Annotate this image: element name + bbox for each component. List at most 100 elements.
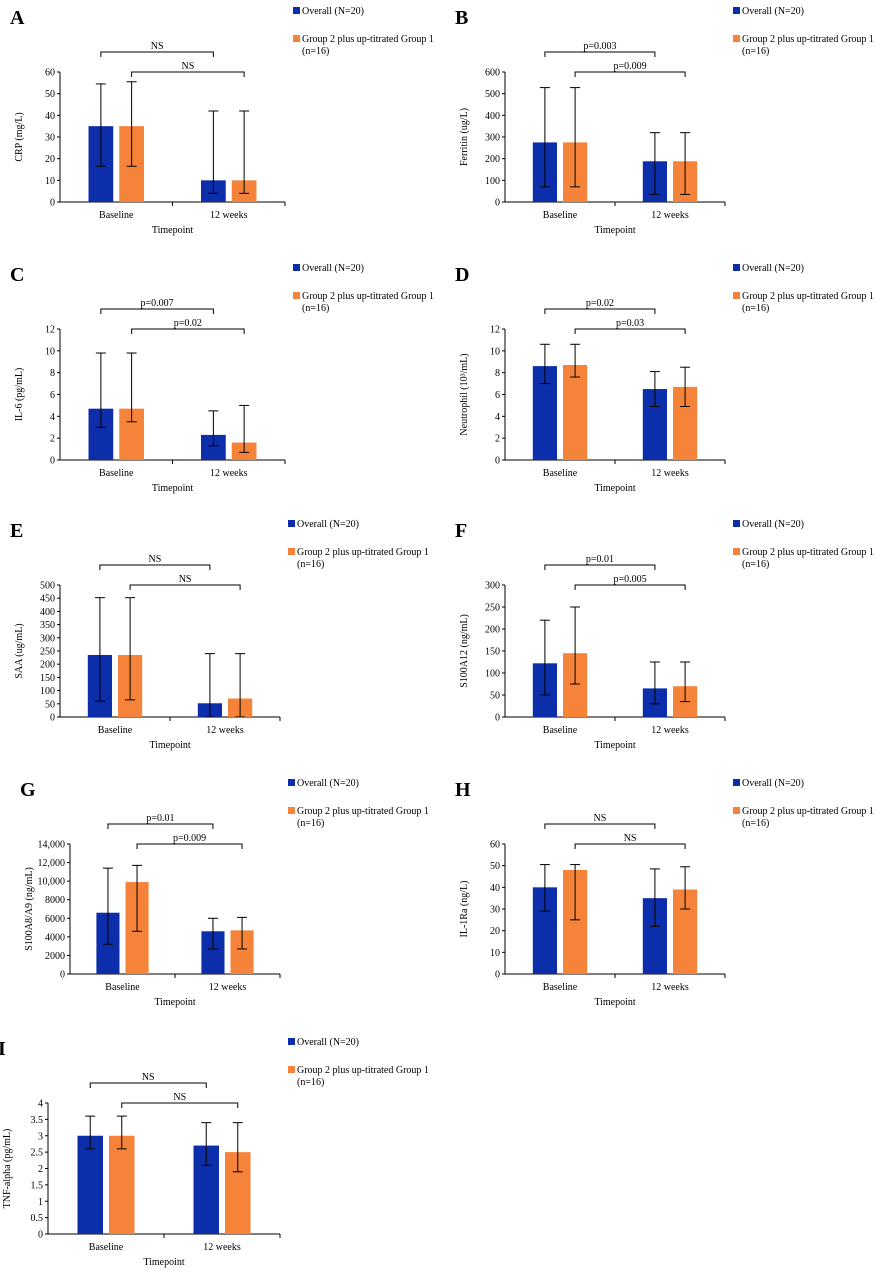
- y-axis-title: IL-1Ra (ng/L): [459, 881, 470, 938]
- legend-swatch-group2: [288, 807, 295, 814]
- legend-label-group2: Group 2 plus up-titrated Group 1 (n=16): [742, 806, 874, 829]
- x-axis-title: Timepoint: [594, 997, 636, 1008]
- y-axis-title: SAA (ug/mL): [14, 623, 25, 678]
- x-tick-label: 12 weeks: [206, 725, 244, 736]
- legend-label-overall: Overall (N=20): [302, 6, 364, 17]
- y-tick-label: 100: [40, 686, 55, 697]
- legend-swatch-group2: [733, 35, 740, 42]
- significance-bracket: [574, 328, 686, 334]
- x-tick-label: 12 weeks: [203, 1242, 241, 1253]
- legend-label-group2: Group 2 plus up-titrated Group 1 (n=16): [302, 291, 434, 314]
- significance-bracket: [107, 823, 214, 829]
- y-tick-label: 10: [45, 176, 55, 187]
- panel-letter: D: [455, 264, 469, 286]
- y-tick-label: 12: [45, 325, 55, 336]
- y-tick-label: 30: [45, 133, 55, 144]
- y-tick-label: 8000: [45, 895, 65, 906]
- y-tick-label: 20: [45, 154, 55, 165]
- y-tick-label: 60: [490, 840, 500, 851]
- legend-label-overall: Overall (N=20): [297, 778, 359, 789]
- significance-bracket: [574, 71, 686, 77]
- y-tick-label: 300: [485, 581, 500, 592]
- y-tick-label: 300: [485, 133, 500, 144]
- y-tick-label: 0: [495, 198, 500, 209]
- y-tick-label: 200: [485, 625, 500, 636]
- y-tick-label: 2: [495, 434, 500, 445]
- significance-label: p=0.01: [586, 554, 614, 565]
- panel-letter: A: [10, 7, 25, 29]
- panel-letter: G: [20, 779, 36, 801]
- significance-label: p=0.03: [616, 318, 644, 329]
- significance-bracket: [544, 564, 656, 570]
- significance-label: p=0.003: [583, 41, 616, 52]
- y-tick-label: 4: [495, 412, 500, 423]
- significance-bracket: [574, 843, 686, 849]
- y-tick-label: 4000: [45, 932, 65, 943]
- y-tick-label: 60: [45, 68, 55, 79]
- significance-bracket: [100, 308, 214, 314]
- significance-bracket: [136, 843, 243, 849]
- chart-panel-f: F 0 50 100 150 200 250 300 Baseline 12 weeks Timep…: [455, 519, 874, 751]
- legend-label-group2: Group 2 plus up-titrated Group 1 (n=16): [742, 34, 874, 57]
- y-tick-label: 10,000: [38, 877, 66, 888]
- significance-label: p=0.02: [586, 298, 614, 309]
- y-tick-label: 0.5: [31, 1213, 44, 1224]
- significance-bracket: [121, 1102, 239, 1108]
- x-tick-label: Baseline: [89, 1242, 124, 1253]
- y-tick-label: 0: [495, 970, 500, 981]
- x-tick-label: 12 weeks: [651, 210, 689, 221]
- legend-label-overall: Overall (N=20): [742, 6, 804, 17]
- x-tick-label: 12 weeks: [651, 982, 689, 993]
- legend-swatch-overall: [288, 779, 295, 786]
- y-tick-label: 150: [40, 673, 55, 684]
- panel-letter: C: [10, 264, 24, 286]
- chart-panel-h: H 0 10 20 30 40 50 60 Baseline 12 weeks Timepoint I…: [455, 778, 874, 1008]
- significance-bracket: [544, 51, 656, 57]
- y-tick-label: 50: [45, 699, 55, 710]
- panel-letter: F: [455, 520, 467, 542]
- x-tick-label: 12 weeks: [651, 725, 689, 736]
- x-axis-title: Timepoint: [594, 740, 636, 751]
- legend-label-overall: Overall (N=20): [302, 263, 364, 274]
- significance-label: p=0.009: [173, 833, 206, 844]
- x-tick-label: 12 weeks: [210, 468, 248, 479]
- legend-swatch-group2: [293, 35, 300, 42]
- chart-panel-a: A 0 10 20 30 40 50 60 Baseline 12 weeks Timepoint C…: [10, 6, 434, 236]
- x-axis-title: Timepoint: [152, 225, 194, 236]
- y-axis-title: IL-6 (pg/mL): [14, 368, 25, 422]
- y-tick-label: 0: [50, 456, 55, 467]
- y-tick-label: 30: [490, 905, 500, 916]
- y-axis-title: CRP (mg/L): [14, 112, 25, 161]
- y-tick-label: 6: [50, 390, 55, 401]
- y-tick-label: 3: [38, 1131, 43, 1142]
- significance-bracket: [544, 823, 656, 829]
- y-tick-label: 6: [495, 390, 500, 401]
- legend-label-group2: Group 2 plus up-titrated Group 1 (n=16): [297, 547, 429, 570]
- y-tick-label: 40: [490, 883, 500, 894]
- y-tick-label: 0: [495, 713, 500, 724]
- significance-label: NS: [173, 1092, 186, 1103]
- legend-swatch-overall: [293, 7, 300, 14]
- x-tick-label: Baseline: [543, 982, 578, 993]
- significance-label: NS: [179, 574, 192, 585]
- y-tick-label: 0: [495, 456, 500, 467]
- x-tick-label: Baseline: [543, 725, 578, 736]
- y-tick-label: 4: [38, 1099, 43, 1110]
- y-tick-label: 0: [50, 198, 55, 209]
- legend-swatch-overall: [733, 264, 740, 271]
- y-tick-label: 2: [50, 434, 55, 445]
- legend-label-overall: Overall (N=20): [297, 1037, 359, 1048]
- y-tick-label: 0: [38, 1230, 43, 1241]
- significance-label: p=0.01: [146, 813, 174, 824]
- legend-swatch-group2: [733, 548, 740, 555]
- y-tick-label: 500: [40, 581, 55, 592]
- bar-group2-12wk: [230, 930, 254, 974]
- x-axis-title: Timepoint: [149, 740, 191, 751]
- significance-bracket: [129, 584, 241, 590]
- bar-group2-baseline: [109, 1135, 135, 1234]
- legend-label-overall: Overall (N=20): [742, 778, 804, 789]
- panel-letter: H: [455, 779, 471, 801]
- x-tick-label: Baseline: [543, 468, 578, 479]
- significance-bracket: [89, 1082, 207, 1088]
